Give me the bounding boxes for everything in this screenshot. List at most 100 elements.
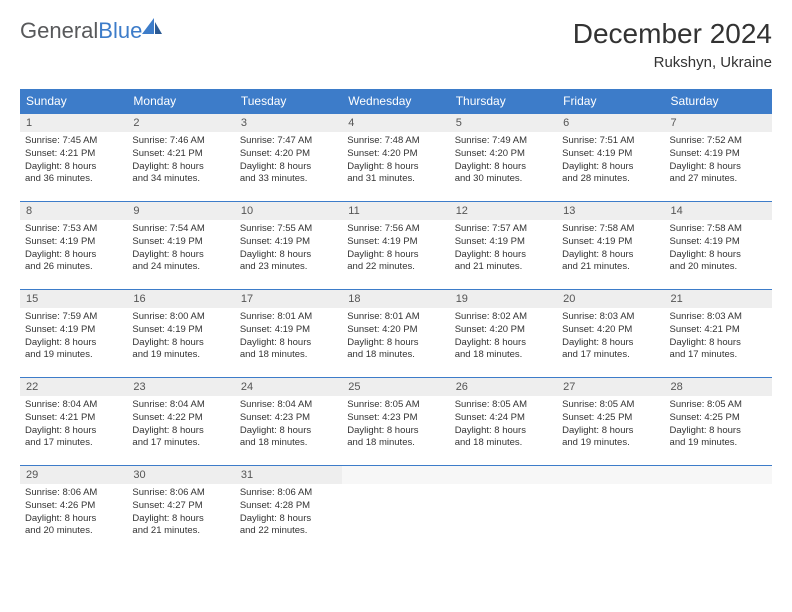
day-number: 26: [450, 378, 557, 396]
day-number: 10: [235, 202, 342, 220]
day-cell: 11Sunrise: 7:56 AMSunset: 4:19 PMDayligh…: [342, 202, 449, 290]
day-cell: 2Sunrise: 7:46 AMSunset: 4:21 PMDaylight…: [127, 114, 234, 202]
day-body: Sunrise: 7:49 AMSunset: 4:20 PMDaylight:…: [450, 132, 557, 191]
day-number: 24: [235, 378, 342, 396]
day-cell: 19Sunrise: 8:02 AMSunset: 4:20 PMDayligh…: [450, 290, 557, 378]
day-number: 8: [20, 202, 127, 220]
day-body: Sunrise: 8:06 AMSunset: 4:28 PMDaylight:…: [235, 484, 342, 543]
day-number: 3: [235, 114, 342, 132]
day-number: 22: [20, 378, 127, 396]
sunrise-text: Sunrise: 7:51 AM: [562, 135, 659, 148]
sunrise-text: Sunrise: 7:46 AM: [132, 135, 229, 148]
day-number: 21: [665, 290, 772, 308]
day-body: Sunrise: 8:05 AMSunset: 4:23 PMDaylight:…: [342, 396, 449, 455]
day-cell: 3Sunrise: 7:47 AMSunset: 4:20 PMDaylight…: [235, 114, 342, 202]
day-cell: 31Sunrise: 8:06 AMSunset: 4:28 PMDayligh…: [235, 466, 342, 554]
day-body: Sunrise: 7:48 AMSunset: 4:20 PMDaylight:…: [342, 132, 449, 191]
daylight-text-2: and 20 minutes.: [25, 525, 122, 538]
logo: GeneralBlue: [20, 18, 162, 44]
sunrise-text: Sunrise: 8:05 AM: [455, 399, 552, 412]
day-number: 16: [127, 290, 234, 308]
sunset-text: Sunset: 4:21 PM: [132, 148, 229, 161]
day-body: Sunrise: 7:59 AMSunset: 4:19 PMDaylight:…: [20, 308, 127, 367]
day-cell: 20Sunrise: 8:03 AMSunset: 4:20 PMDayligh…: [557, 290, 664, 378]
day-body: Sunrise: 8:03 AMSunset: 4:20 PMDaylight:…: [557, 308, 664, 367]
daylight-text-2: and 21 minutes.: [562, 261, 659, 274]
week-row: 1Sunrise: 7:45 AMSunset: 4:21 PMDaylight…: [20, 114, 772, 202]
day-header-row: SundayMondayTuesdayWednesdayThursdayFrid…: [20, 89, 772, 114]
sunset-text: Sunset: 4:20 PM: [455, 324, 552, 337]
day-cell: 5Sunrise: 7:49 AMSunset: 4:20 PMDaylight…: [450, 114, 557, 202]
day-body: Sunrise: 7:46 AMSunset: 4:21 PMDaylight:…: [127, 132, 234, 191]
sunset-text: Sunset: 4:19 PM: [562, 148, 659, 161]
sunrise-text: Sunrise: 7:48 AM: [347, 135, 444, 148]
daylight-text-2: and 17 minutes.: [25, 437, 122, 450]
week-row: 15Sunrise: 7:59 AMSunset: 4:19 PMDayligh…: [20, 290, 772, 378]
day-cell: 8Sunrise: 7:53 AMSunset: 4:19 PMDaylight…: [20, 202, 127, 290]
day-cell: 24Sunrise: 8:04 AMSunset: 4:23 PMDayligh…: [235, 378, 342, 466]
daylight-text-1: Daylight: 8 hours: [240, 249, 337, 262]
daylight-text-1: Daylight: 8 hours: [132, 513, 229, 526]
day-cell: 29Sunrise: 8:06 AMSunset: 4:26 PMDayligh…: [20, 466, 127, 554]
daylight-text-2: and 18 minutes.: [240, 437, 337, 450]
daylight-text-1: Daylight: 8 hours: [132, 337, 229, 350]
daylight-text-1: Daylight: 8 hours: [25, 425, 122, 438]
sunrise-text: Sunrise: 7:57 AM: [455, 223, 552, 236]
sunset-text: Sunset: 4:21 PM: [25, 412, 122, 425]
sunrise-text: Sunrise: 8:03 AM: [670, 311, 767, 324]
empty-cell: [557, 466, 664, 554]
daylight-text-2: and 19 minutes.: [25, 349, 122, 362]
daylight-text-2: and 18 minutes.: [455, 437, 552, 450]
daylight-text-2: and 20 minutes.: [670, 261, 767, 274]
daylight-text-1: Daylight: 8 hours: [670, 249, 767, 262]
daylight-text-1: Daylight: 8 hours: [347, 161, 444, 174]
day-header: Thursday: [450, 89, 557, 114]
sunset-text: Sunset: 4:21 PM: [670, 324, 767, 337]
day-cell: 13Sunrise: 7:58 AMSunset: 4:19 PMDayligh…: [557, 202, 664, 290]
sunset-text: Sunset: 4:25 PM: [670, 412, 767, 425]
day-body: Sunrise: 7:57 AMSunset: 4:19 PMDaylight:…: [450, 220, 557, 279]
sunrise-text: Sunrise: 7:56 AM: [347, 223, 444, 236]
day-body: Sunrise: 7:56 AMSunset: 4:19 PMDaylight:…: [342, 220, 449, 279]
day-cell: 30Sunrise: 8:06 AMSunset: 4:27 PMDayligh…: [127, 466, 234, 554]
day-header: Tuesday: [235, 89, 342, 114]
day-header: Wednesday: [342, 89, 449, 114]
sunset-text: Sunset: 4:24 PM: [455, 412, 552, 425]
day-cell: 14Sunrise: 7:58 AMSunset: 4:19 PMDayligh…: [665, 202, 772, 290]
day-number: 6: [557, 114, 664, 132]
daylight-text-2: and 17 minutes.: [132, 437, 229, 450]
sunset-text: Sunset: 4:22 PM: [132, 412, 229, 425]
day-number: [450, 466, 557, 484]
sunset-text: Sunset: 4:20 PM: [455, 148, 552, 161]
day-number: 13: [557, 202, 664, 220]
sunset-text: Sunset: 4:25 PM: [562, 412, 659, 425]
day-body: Sunrise: 8:05 AMSunset: 4:25 PMDaylight:…: [557, 396, 664, 455]
daylight-text-2: and 19 minutes.: [670, 437, 767, 450]
day-body: Sunrise: 8:05 AMSunset: 4:25 PMDaylight:…: [665, 396, 772, 455]
daylight-text-1: Daylight: 8 hours: [25, 513, 122, 526]
daylight-text-2: and 22 minutes.: [240, 525, 337, 538]
logo-text: GeneralBlue: [20, 18, 142, 44]
daylight-text-1: Daylight: 8 hours: [25, 161, 122, 174]
day-cell: 25Sunrise: 8:05 AMSunset: 4:23 PMDayligh…: [342, 378, 449, 466]
title-block: December 2024 Rukshyn, Ukraine: [573, 18, 772, 71]
day-number: 30: [127, 466, 234, 484]
day-number: 15: [20, 290, 127, 308]
daylight-text-2: and 18 minutes.: [240, 349, 337, 362]
daylight-text-1: Daylight: 8 hours: [240, 161, 337, 174]
daylight-text-2: and 33 minutes.: [240, 173, 337, 186]
calendar-table: SundayMondayTuesdayWednesdayThursdayFrid…: [20, 89, 772, 554]
daylight-text-2: and 18 minutes.: [347, 437, 444, 450]
sunset-text: Sunset: 4:19 PM: [132, 324, 229, 337]
daylight-text-2: and 23 minutes.: [240, 261, 337, 274]
daylight-text-1: Daylight: 8 hours: [562, 337, 659, 350]
daylight-text-1: Daylight: 8 hours: [455, 425, 552, 438]
day-number: 25: [342, 378, 449, 396]
logo-text-blue: Blue: [98, 18, 142, 43]
daylight-text-1: Daylight: 8 hours: [562, 249, 659, 262]
day-cell: 6Sunrise: 7:51 AMSunset: 4:19 PMDaylight…: [557, 114, 664, 202]
daylight-text-1: Daylight: 8 hours: [670, 425, 767, 438]
sunset-text: Sunset: 4:20 PM: [347, 324, 444, 337]
sunrise-text: Sunrise: 7:58 AM: [562, 223, 659, 236]
day-body: Sunrise: 8:04 AMSunset: 4:23 PMDaylight:…: [235, 396, 342, 455]
